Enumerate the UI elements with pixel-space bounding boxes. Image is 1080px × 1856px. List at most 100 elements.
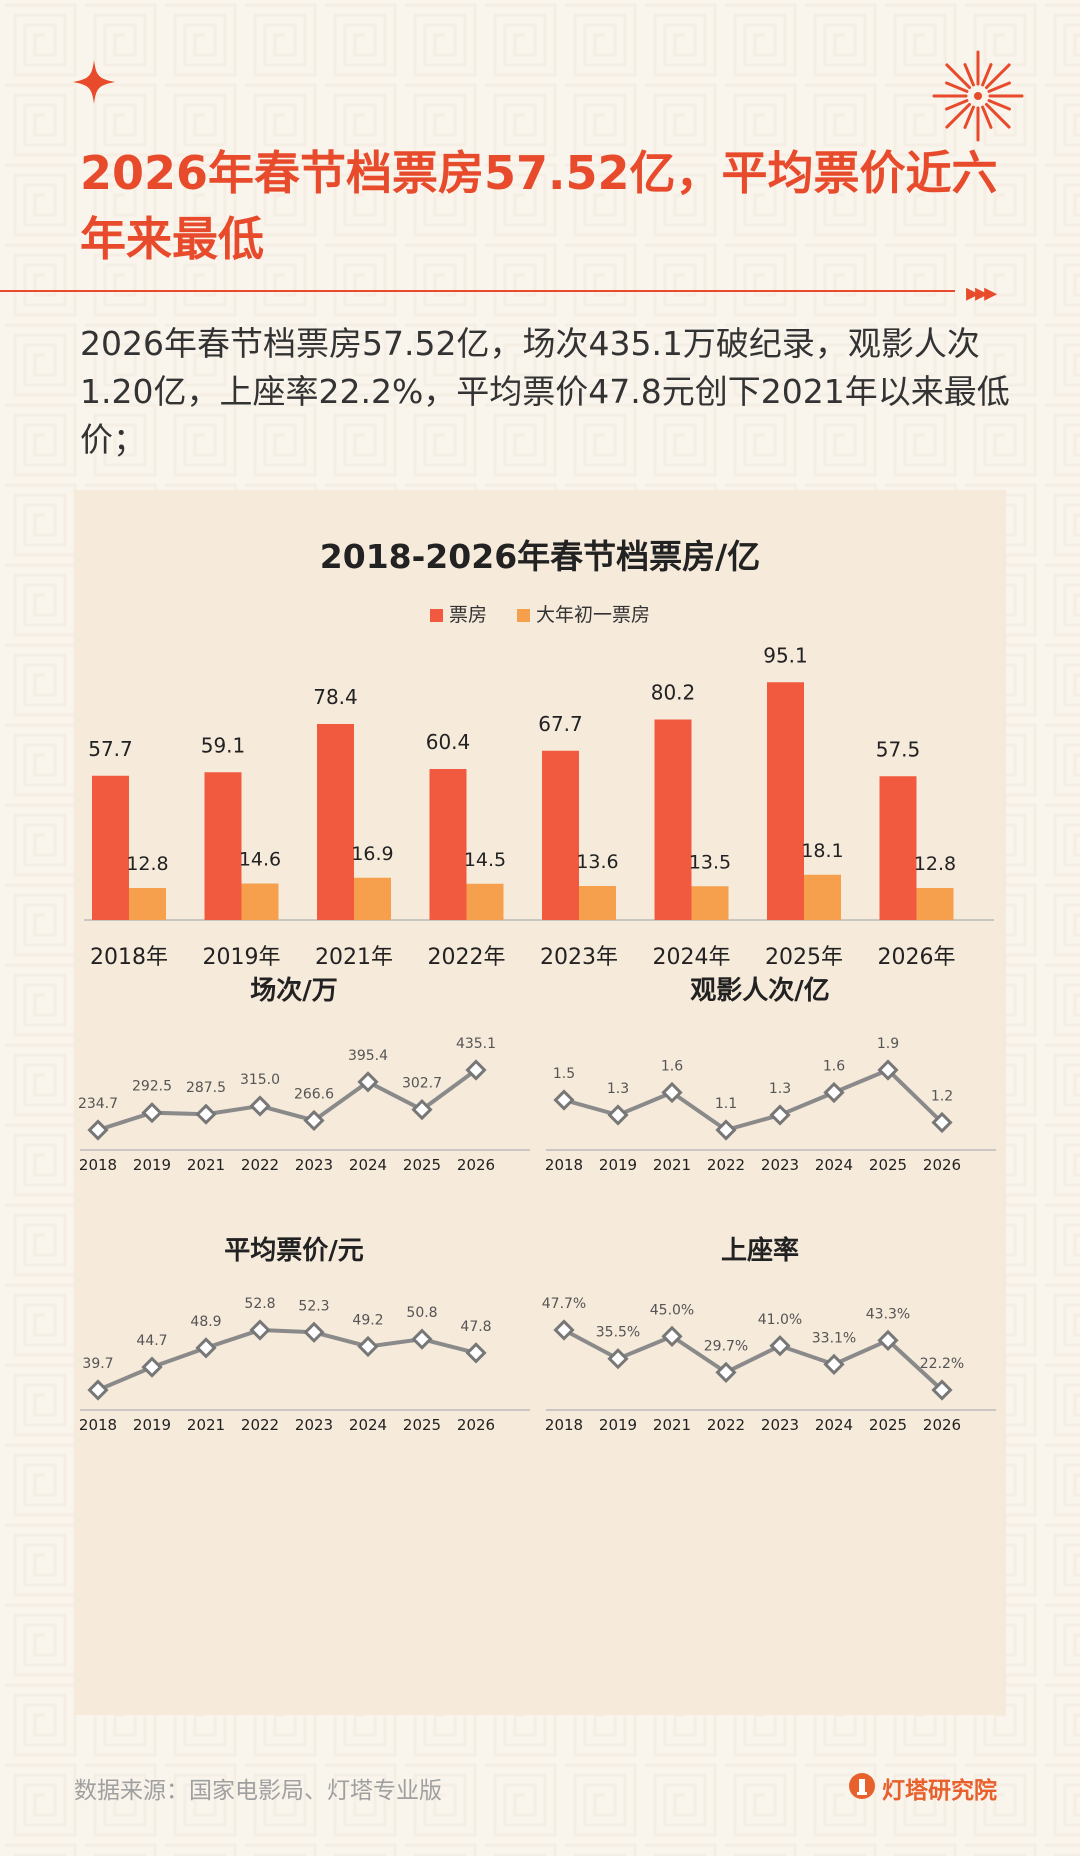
firework-ray xyxy=(987,81,1011,93)
data-point xyxy=(661,1325,683,1347)
x-tick-label: 2026 xyxy=(457,1156,495,1174)
data-label: 78.4 xyxy=(313,685,358,709)
chart-panel: 2018-2026年春节档票房/亿 票房 大年初一票房 57.7 12.8 2018… xyxy=(74,490,1006,1715)
data-label: 39.7 xyxy=(82,1356,113,1372)
data-label: 14.5 xyxy=(464,849,506,871)
data-point xyxy=(661,1081,683,1104)
data-label: 315.0 xyxy=(240,1072,280,1088)
data-point xyxy=(607,1348,629,1370)
data-label: 60.4 xyxy=(426,730,471,754)
data-point xyxy=(357,1071,379,1093)
data-label: 35.5% xyxy=(596,1325,640,1341)
bar-box-office xyxy=(654,719,692,920)
data-label: 41.0% xyxy=(758,1312,802,1328)
data-point xyxy=(553,1089,575,1111)
bar-box-office xyxy=(429,769,467,920)
firework-ray xyxy=(981,63,993,87)
summary-text: 2026年春节档票房57.52亿，场次435.1万破纪录，观影人次1.20亿，上… xyxy=(80,324,1010,459)
data-point xyxy=(87,1379,109,1401)
bar-chart: 57.7 12.8 2018年 59.1 14.6 2019年 78.4 16.9 2021年 6… xyxy=(84,643,994,970)
data-label: 67.7 xyxy=(538,712,583,736)
bar-first-day xyxy=(129,888,166,920)
data-label: 47.7% xyxy=(542,1296,586,1312)
data-label: 52.8 xyxy=(244,1296,275,1312)
data-label: 50.8 xyxy=(406,1305,437,1321)
triple-arrow-icon: ▸▸▸ xyxy=(966,278,997,308)
x-tick-label: 2022 xyxy=(707,1156,745,1174)
data-point xyxy=(715,1119,737,1141)
data-point xyxy=(769,1104,791,1126)
data-label: 33.1% xyxy=(812,1330,856,1346)
x-tick-label: 2021 xyxy=(187,1416,225,1434)
data-point xyxy=(141,1356,163,1378)
data-label: 435.1 xyxy=(456,1036,496,1052)
bar-first-day xyxy=(466,883,504,920)
data-label: 1.9 xyxy=(877,1036,899,1052)
firework-icon xyxy=(932,50,1024,142)
series-line xyxy=(563,1328,944,1392)
data-label: 287.5 xyxy=(186,1080,226,1096)
firework-ray xyxy=(945,81,969,93)
data-point xyxy=(249,1319,271,1341)
x-tick-label: 2022 xyxy=(241,1416,279,1434)
data-point xyxy=(303,1321,325,1343)
x-tick-label: 2024 xyxy=(349,1416,387,1434)
x-tick-label: 2019年 xyxy=(203,945,281,970)
x-tick-label: 2023 xyxy=(761,1416,799,1434)
data-point xyxy=(411,1099,433,1121)
x-tick-label: 2018 xyxy=(79,1156,117,1174)
data-point xyxy=(357,1335,379,1358)
data-point xyxy=(823,1353,845,1375)
line-chart-screenings: 234.7 2018 292.5 2019 287.5 2021 315.0 2022 266.… xyxy=(78,1036,530,1174)
page-title: 2026年春节档票房57.52亿，平均票价近六年来最低 xyxy=(80,146,998,266)
data-label: 57.7 xyxy=(88,737,133,761)
x-tick-label: 2019 xyxy=(599,1416,637,1434)
firework-ray xyxy=(987,99,1011,111)
x-tick-label: 2018 xyxy=(545,1416,583,1434)
data-label: 1.1 xyxy=(715,1096,737,1112)
bar-box-office xyxy=(204,772,242,920)
firework-ray xyxy=(945,63,972,90)
legend-label: 票房 xyxy=(448,604,487,626)
data-point xyxy=(769,1335,791,1357)
data-label: 80.2 xyxy=(651,681,696,705)
chart-title-admissions: 观影人次/亿 xyxy=(690,976,830,1006)
bar-box-office xyxy=(542,750,579,920)
x-tick-label: 2021 xyxy=(653,1156,691,1174)
data-point xyxy=(249,1095,271,1117)
legend-item-first-day: 大年初一票房 xyxy=(517,604,650,626)
data-label: 52.3 xyxy=(298,1298,329,1314)
series-line xyxy=(563,1067,944,1133)
x-tick-label: 2019 xyxy=(599,1156,637,1174)
x-tick-label: 2021 xyxy=(187,1156,225,1174)
x-tick-label: 2025 xyxy=(869,1156,907,1174)
data-point xyxy=(877,1329,899,1351)
chart-title-screenings: 场次/万 xyxy=(250,976,338,1006)
bar-chart-title: 2018-2026年春节档票房/亿 xyxy=(319,537,761,576)
data-label: 59.1 xyxy=(201,733,246,757)
data-label: 302.7 xyxy=(402,1076,442,1092)
bar-first-day xyxy=(691,886,729,920)
x-tick-label: 2026 xyxy=(923,1416,961,1434)
x-tick-label: 2025 xyxy=(869,1416,907,1434)
data-point xyxy=(195,1103,217,1125)
data-label: 1.3 xyxy=(769,1081,791,1097)
data-label: 292.5 xyxy=(132,1079,172,1095)
x-tick-label: 2026年 xyxy=(878,945,956,970)
firework-ray xyxy=(984,63,1011,90)
data-label: 266.6 xyxy=(294,1086,334,1102)
x-tick-label: 2025 xyxy=(403,1156,441,1174)
bar-first-day xyxy=(916,888,954,920)
x-tick-label: 2024年 xyxy=(653,945,731,970)
lighthouse-logo-icon xyxy=(849,1773,875,1799)
data-label: 29.7% xyxy=(704,1338,748,1354)
bar-box-office xyxy=(92,775,129,920)
chart-title-occupancy: 上座率 xyxy=(720,1236,799,1266)
data-point xyxy=(87,1119,109,1141)
data-source-note: 数据来源：国家电影局、灯塔专业版 xyxy=(74,1778,442,1804)
x-tick-label: 2026 xyxy=(923,1156,961,1174)
x-tick-label: 2021 xyxy=(653,1416,691,1434)
data-label: 13.5 xyxy=(689,851,731,873)
data-label: 12.8 xyxy=(914,853,956,875)
legend-item-box-office: 票房 xyxy=(429,604,487,626)
